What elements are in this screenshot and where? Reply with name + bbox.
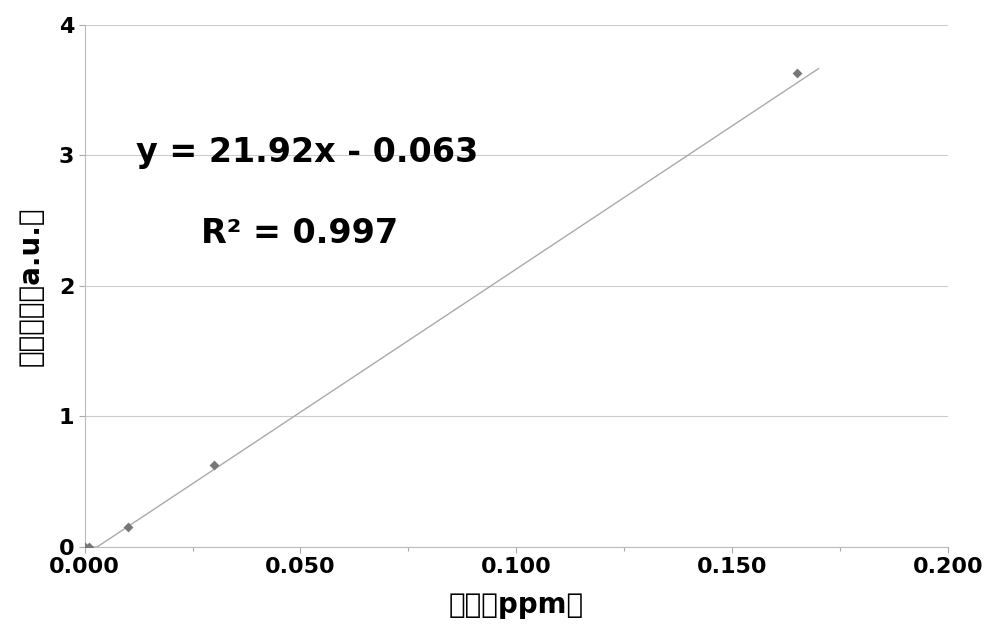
Point <box>77 542 93 552</box>
X-axis label: 浓度（ppm）: 浓度（ppm） <box>449 591 584 619</box>
Y-axis label: 荧光强度（a.u.）: 荧光强度（a.u.） <box>17 206 45 366</box>
Point <box>81 541 97 551</box>
Point <box>206 460 222 470</box>
Text: R² = 0.997: R² = 0.997 <box>201 217 398 250</box>
Point <box>120 522 136 532</box>
Point <box>789 68 805 78</box>
Text: y = 21.92x - 0.063: y = 21.92x - 0.063 <box>136 136 479 169</box>
